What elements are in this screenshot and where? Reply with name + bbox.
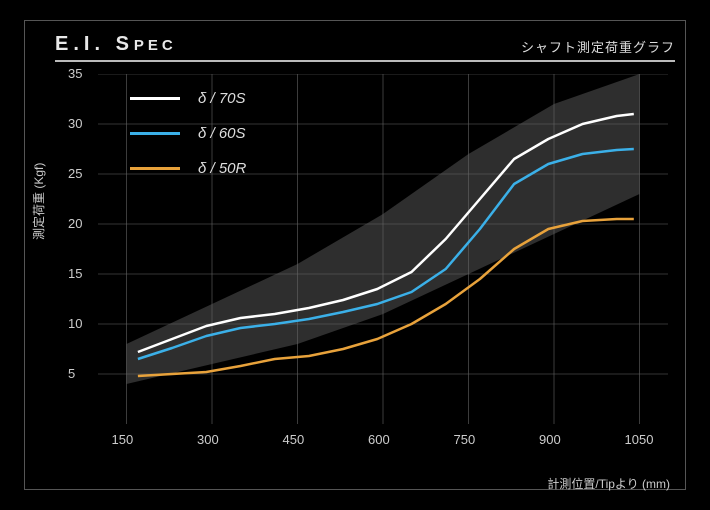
x-tick-label: 450 bbox=[283, 432, 305, 447]
y-tick-label: 25 bbox=[68, 166, 82, 181]
legend-label: δ / 70S bbox=[198, 90, 246, 107]
y-tick-label: 35 bbox=[68, 66, 82, 81]
x-tick-label: 600 bbox=[368, 432, 390, 447]
y-tick-label: 20 bbox=[68, 216, 82, 231]
legend-item: δ / 50R bbox=[130, 160, 246, 177]
legend-swatch bbox=[130, 97, 180, 100]
legend-swatch bbox=[130, 132, 180, 135]
legend-item: δ / 60S bbox=[130, 125, 246, 142]
y-tick-label: 5 bbox=[68, 366, 75, 381]
y-tick-label: 10 bbox=[68, 316, 82, 331]
title-prefix: E.I. bbox=[55, 33, 105, 55]
y-tick-label: 30 bbox=[68, 116, 82, 131]
x-tick-label: 1050 bbox=[625, 432, 654, 447]
title-word-rest: PEC bbox=[134, 37, 177, 54]
title-word-first: S bbox=[116, 33, 134, 55]
x-tick-label: 300 bbox=[197, 432, 219, 447]
legend-label: δ / 60S bbox=[198, 125, 246, 142]
chart-title: E.I. SPEC bbox=[55, 33, 177, 56]
legend-label: δ / 50R bbox=[198, 160, 246, 177]
y-axis-label: 測定荷重 (Kgf) bbox=[30, 163, 47, 240]
y-tick-label: 15 bbox=[68, 266, 82, 281]
x-tick-label: 150 bbox=[112, 432, 134, 447]
legend-swatch bbox=[130, 167, 180, 170]
x-tick-label: 750 bbox=[454, 432, 476, 447]
header: E.I. SPEC シャフト測定荷重グラフ bbox=[55, 30, 675, 62]
x-tick-label: 900 bbox=[539, 432, 561, 447]
chart-subtitle: シャフト測定荷重グラフ bbox=[521, 37, 675, 56]
x-axis-label: 計測位置/Tipより (mm) bbox=[547, 475, 670, 492]
legend: δ / 70S δ / 60S δ / 50R bbox=[130, 90, 246, 195]
legend-item: δ / 70S bbox=[130, 90, 246, 107]
